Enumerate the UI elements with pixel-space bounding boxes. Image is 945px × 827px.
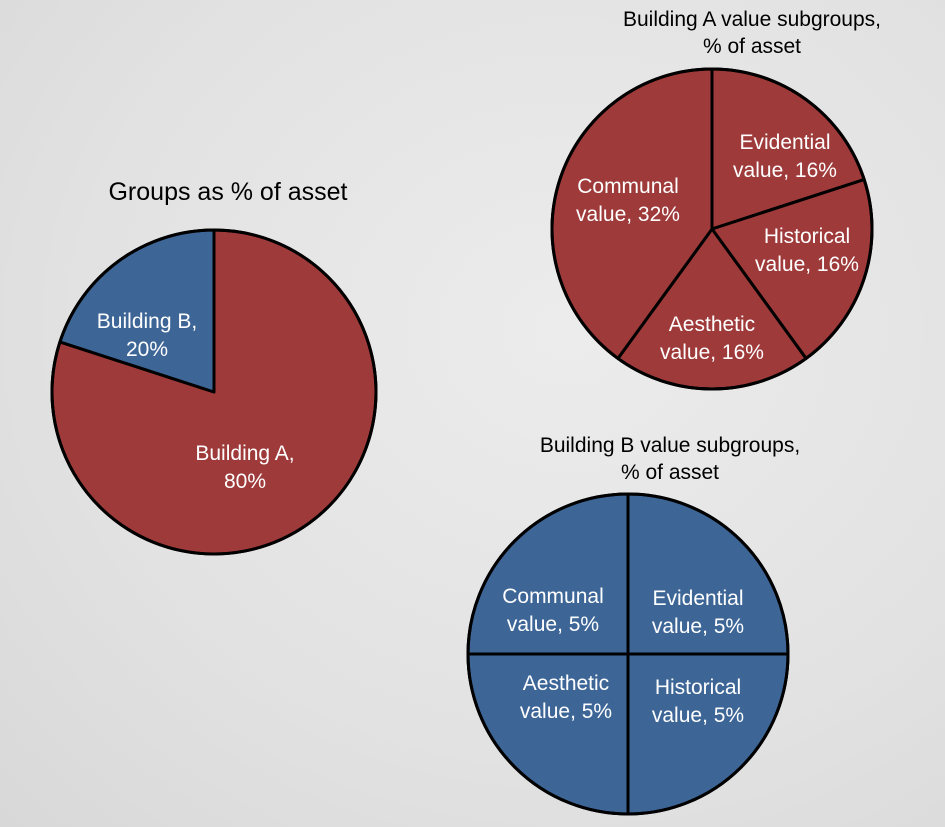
chart-title-line: Building A value subgroups,	[623, 8, 881, 31]
slice-label: Evidential	[739, 131, 830, 154]
slice-label: Communal	[577, 175, 679, 198]
chart-title-line: Building B value subgroups,	[540, 434, 800, 457]
slice-label: Historical	[764, 225, 850, 248]
slice-label: Aesthetic	[523, 672, 609, 695]
slice-label: value, 5%	[520, 700, 612, 723]
slice-label: Aesthetic	[669, 313, 755, 336]
slice-label: value, 5%	[652, 704, 744, 727]
slice-label: Building A,	[195, 442, 294, 465]
slice-label: value, 5%	[507, 613, 599, 636]
slice-label: value, 32%	[576, 203, 680, 226]
building-a-pie: Building A value subgroups, % of asset Evi…	[550, 8, 881, 391]
slice-label: 20%	[126, 338, 168, 361]
pie-outline	[50, 228, 378, 556]
building-b-pie: Building B value subgroups, % of asset Evi…	[466, 434, 800, 816]
groups-pie: Groups as % of asset Building A, 80% Buildi…	[50, 178, 378, 556]
slice-label: value, 5%	[652, 615, 744, 638]
slice-label: value, 16%	[755, 253, 859, 276]
slice-label: Building B,	[97, 310, 197, 333]
slice-label: Historical	[655, 676, 741, 699]
pie-outline	[466, 492, 790, 816]
slices	[50, 228, 378, 556]
slice-label: Evidential	[652, 587, 743, 610]
slice-label: value, 16%	[733, 159, 837, 182]
slice-label: value, 16%	[660, 341, 764, 364]
pie-outline	[550, 67, 874, 391]
slices	[466, 492, 790, 816]
slice-label: Communal	[502, 585, 604, 608]
chart-title-line: Groups as % of asset	[108, 178, 347, 206]
chart-title-line: % of asset	[703, 35, 801, 58]
chart-title-line: % of asset	[621, 461, 719, 484]
slice-label: 80%	[224, 470, 266, 493]
